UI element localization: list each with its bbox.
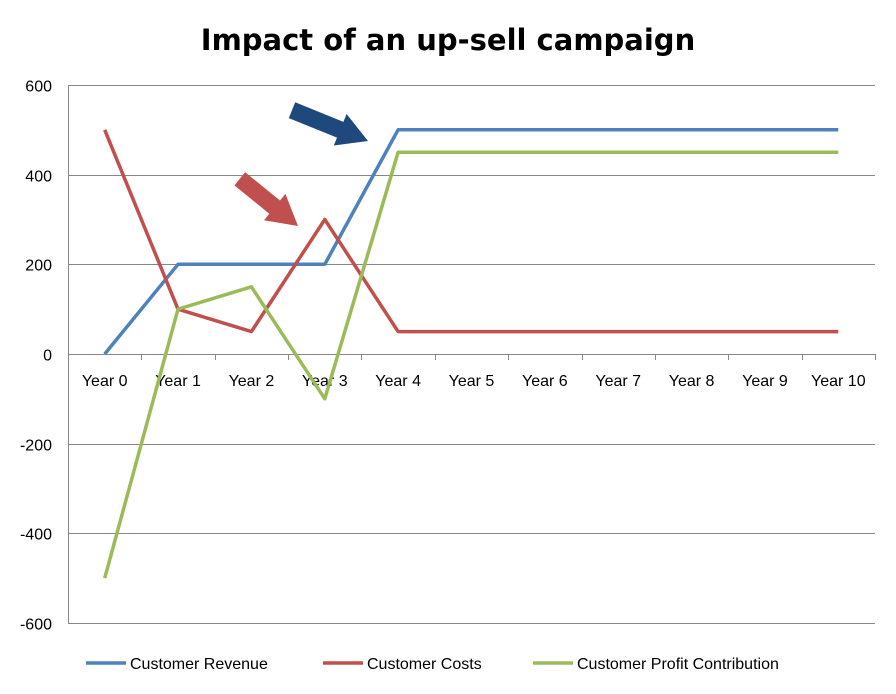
chart-title: Impact of an up-sell campaign <box>201 23 695 57</box>
legend-label: Customer Costs <box>367 656 482 673</box>
y-tick-label: 0 <box>43 348 52 365</box>
x-tick-label: Year 4 <box>375 373 421 390</box>
x-tick-label: Year 0 <box>82 373 128 390</box>
legend-label: Customer Revenue <box>130 656 268 673</box>
legend-item-0: Customer Revenue <box>86 656 268 673</box>
y-tick-label: -400 <box>20 527 52 544</box>
legend: Customer Revenue Customer Costs Customer P… <box>86 656 779 673</box>
x-axis-ticks: Year 0 Year 1 Year 2 Year 3 Year 4 Year 5 Year… <box>68 354 876 390</box>
x-tick-label: Year 9 <box>742 373 788 390</box>
annotations <box>234 102 368 226</box>
series-line-1 <box>103 129 839 334</box>
x-tick-label: Year 6 <box>522 373 568 390</box>
legend-label: Customer Profit Contribution <box>577 656 779 673</box>
legend-item-1: Customer Costs <box>323 656 482 673</box>
x-tick-label: Year 3 <box>302 373 348 390</box>
series-lines <box>103 128 839 579</box>
red-arrow-annotation <box>234 172 298 226</box>
axes <box>68 85 875 623</box>
series-line-2 <box>103 150 839 579</box>
series-line-0 <box>103 128 839 356</box>
x-tick-label: Year 2 <box>229 373 275 390</box>
x-tick-label: Year 7 <box>595 373 641 390</box>
legend-item-2: Customer Profit Contribution <box>533 656 779 673</box>
y-tick-label: 400 <box>25 169 52 186</box>
x-tick-label: Year 8 <box>669 373 715 390</box>
x-tick-label: Year 1 <box>155 373 201 390</box>
y-tick-label: 200 <box>25 258 52 275</box>
blue-arrow-annotation <box>288 102 368 146</box>
x-tick-label: Year 10 <box>811 373 866 390</box>
x-tick-label: Year 5 <box>449 373 495 390</box>
y-tick-label: 600 <box>25 79 52 96</box>
y-tick-label: -600 <box>20 617 52 634</box>
y-axis-ticks: 600 400 200 0 -200 -400 -600 <box>20 79 52 634</box>
y-tick-label: -200 <box>20 438 52 455</box>
